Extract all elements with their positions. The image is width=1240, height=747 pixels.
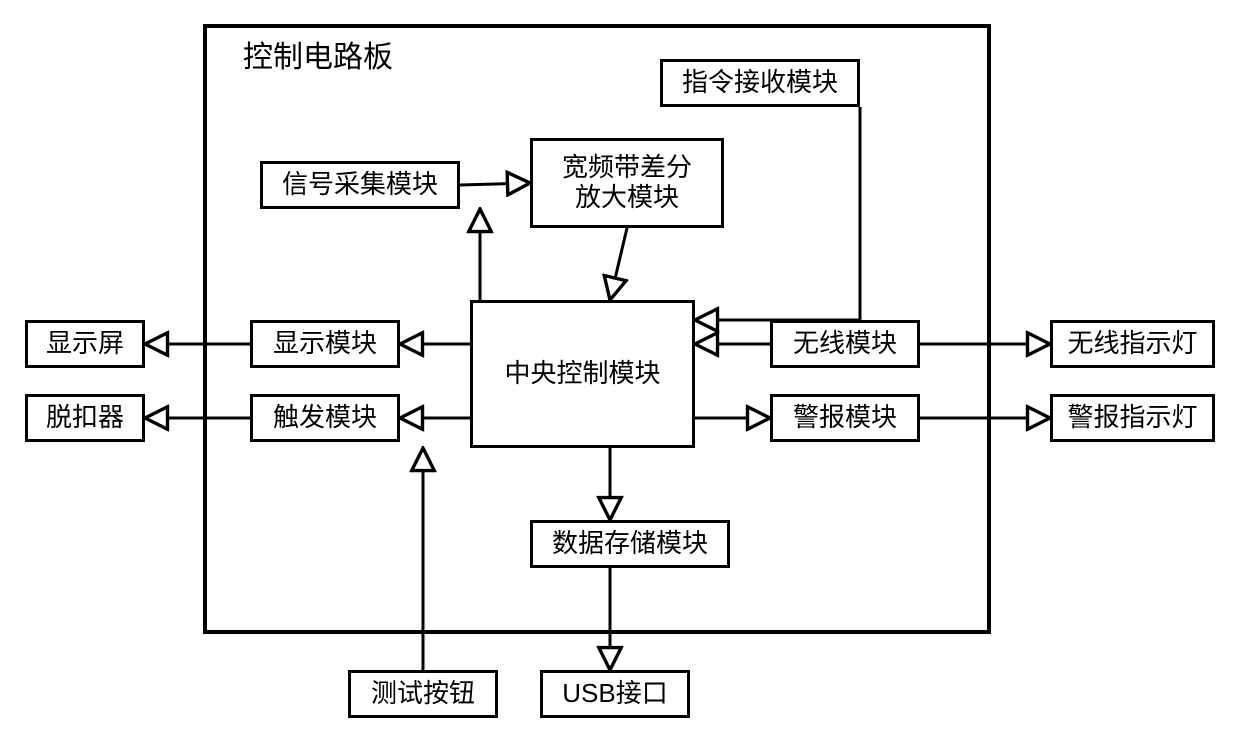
- node-wl_led: 无线指示灯: [1050, 320, 1215, 368]
- node-test_btn: 测试按钮: [348, 670, 498, 718]
- node-cpu: 中央控制模块: [470, 300, 695, 448]
- node-display: 显示屏: [25, 320, 145, 368]
- node-usb: USB接口: [540, 670, 690, 718]
- node-al_led: 警报指示灯: [1050, 394, 1215, 442]
- node-tripper: 脱扣器: [25, 394, 145, 442]
- frame-title: 控制电路板: [243, 32, 393, 76]
- diagram-canvas: 控制电路板 指令接收模块信号采集模块 宽频带差分放大模块中央控制模块 显示模块触发模…: [0, 0, 1240, 747]
- node-trig_mod: 触发模块: [250, 394, 400, 442]
- node-cmd_rx: 指令接收模块: [660, 59, 860, 107]
- node-disp_mod: 显示模块: [250, 320, 400, 368]
- node-data_sto: 数据存储模块: [530, 520, 730, 568]
- node-sig_acq: 信号采集模块: [260, 161, 460, 209]
- node-alarm_mod: 警报模块: [770, 394, 920, 442]
- node-wl_mod: 无线模块: [770, 320, 920, 368]
- node-amp: 宽频带差分放大模块: [530, 138, 724, 228]
